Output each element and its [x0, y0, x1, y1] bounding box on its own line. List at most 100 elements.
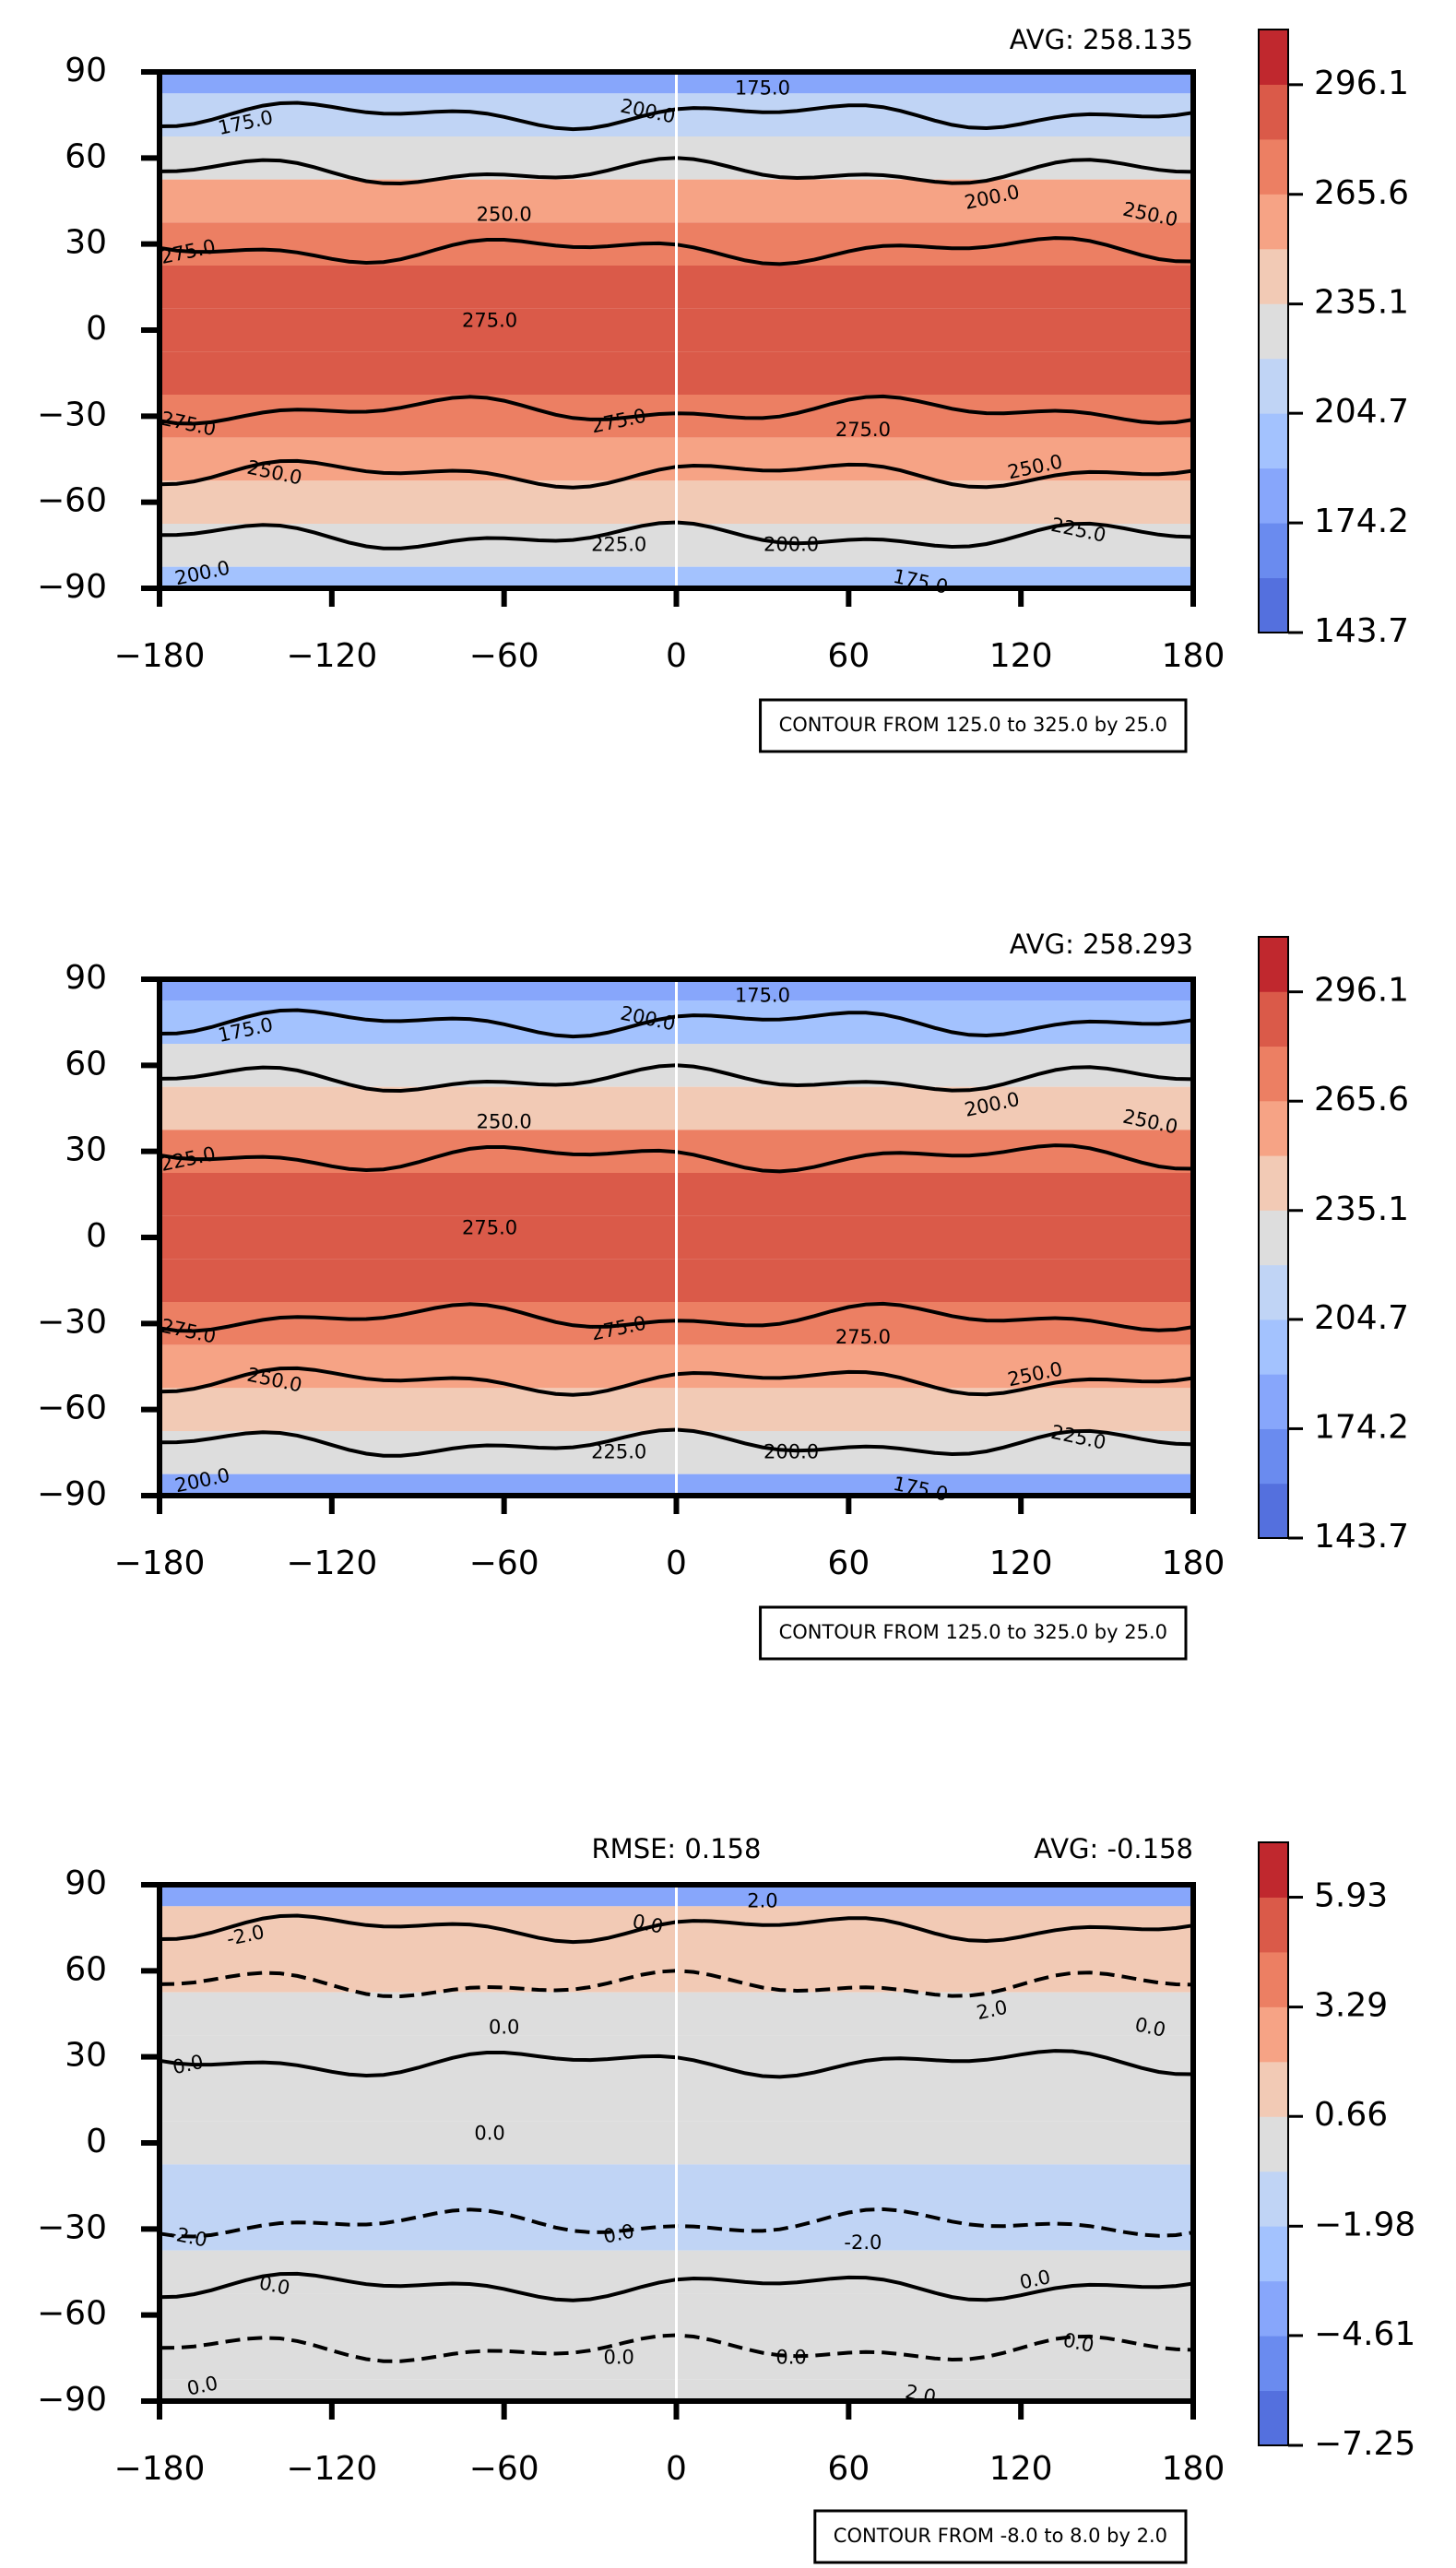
contour-label: 0.0	[489, 2017, 519, 2039]
colorbar-swatch	[1259, 1951, 1288, 2007]
colorbar-swatch	[1259, 84, 1288, 140]
x-tick-label: 120	[989, 2450, 1053, 2488]
avg-label: AVG: 258.135	[1010, 24, 1193, 55]
colorbar-tick-label: 235.1	[1314, 284, 1409, 322]
contour-label: 225.0	[591, 1440, 646, 1462]
colorbar-swatch	[1259, 413, 1288, 469]
contour-note: CONTOUR FROM -8.0 to 8.0 by 2.0	[834, 2525, 1167, 2547]
y-tick-label: 90	[65, 1864, 107, 1902]
colorbar-tick-label: 5.93	[1314, 1877, 1388, 1915]
x-tick-label: 120	[989, 1544, 1053, 1582]
colorbar-swatch	[1259, 2116, 1288, 2172]
x-tick-label: 60	[827, 1544, 870, 1582]
colorbar-swatch	[1259, 1374, 1288, 1429]
colorbar-tick-label: 235.1	[1314, 1190, 1409, 1228]
colorbar-tick-label: −7.25	[1314, 2425, 1415, 2463]
colorbar-swatch	[1259, 1155, 1288, 1211]
x-tick-label: 0	[666, 637, 687, 675]
colorbar-swatch	[1259, 467, 1288, 524]
x-tick-label: 0	[666, 1544, 687, 1582]
colorbar-tick-label: 204.7	[1314, 1299, 1409, 1337]
colorbar-swatch	[1259, 1264, 1288, 1320]
colorbar-swatch	[1259, 138, 1288, 195]
colorbar-tick-label: 143.7	[1314, 1518, 1409, 1556]
colorbar-swatch	[1259, 1842, 1288, 1898]
contour-label: 175.0	[735, 985, 790, 1007]
colorbar-tick-label: 296.1	[1314, 65, 1409, 102]
colorbar-tick-label: 296.1	[1314, 972, 1409, 1010]
y-tick-label: −90	[37, 1475, 107, 1513]
y-tick-label: −90	[37, 568, 107, 606]
y-tick-label: 60	[65, 137, 107, 175]
y-tick-label: 60	[65, 1950, 107, 1988]
contour-note: CONTOUR FROM 125.0 to 325.0 by 25.0	[779, 1621, 1167, 1643]
contour-label: 0.0	[474, 2123, 504, 2145]
colorbar-tick-label: 265.6	[1314, 1081, 1409, 1118]
colorbar-tick-label: −1.98	[1314, 2206, 1415, 2243]
colorbar-tick-label: 3.29	[1314, 1987, 1388, 2025]
y-tick-label: 0	[86, 1217, 107, 1255]
colorbar-swatch	[1259, 1483, 1288, 1539]
note-box	[759, 698, 1188, 753]
contour-label: 225.0	[591, 533, 646, 555]
colorbar-swatch	[1259, 1897, 1288, 1953]
colorbar-swatch	[1259, 577, 1288, 633]
contour-label: -2.0	[844, 2231, 882, 2254]
colorbar-swatch	[1259, 1046, 1288, 1102]
avg-label: AVG: -0.158	[1034, 1833, 1193, 1864]
colorbar-tick-label: 174.2	[1314, 503, 1409, 540]
colorbar-tick-label: 204.7	[1314, 393, 1409, 431]
contour-label: 275.0	[835, 1326, 891, 1348]
colorbar-tick-label: 0.66	[1314, 2096, 1388, 2134]
x-tick-label: 180	[1162, 1544, 1225, 1582]
x-tick-label: 180	[1162, 637, 1225, 675]
colorbar-frame	[1258, 29, 1289, 633]
colorbar-swatch	[1259, 2336, 1288, 2392]
avg-label: AVG: 258.293	[1010, 929, 1193, 960]
x-tick-label: −120	[286, 1544, 377, 1582]
contour-label: 0.0	[604, 2346, 634, 2368]
y-tick-label: 90	[65, 959, 107, 997]
y-tick-label: 30	[65, 224, 107, 262]
colorbar-swatch	[1259, 1210, 1288, 1266]
colorbar-swatch	[1259, 1428, 1288, 1485]
x-tick-label: −180	[114, 2450, 206, 2488]
colorbar-swatch	[1259, 248, 1288, 304]
x-tick-label: −180	[114, 1544, 206, 1582]
colorbar-frame	[1258, 1841, 1289, 2446]
y-tick-label: −30	[37, 1303, 107, 1341]
contour-label: 2.0	[747, 1890, 777, 1912]
y-tick-label: 60	[65, 1045, 107, 1083]
colorbar-tick-label: 174.2	[1314, 1408, 1409, 1446]
colorbar-swatch	[1259, 2061, 1288, 2117]
contour-label: 250.0	[477, 204, 532, 226]
x-tick-label: −60	[469, 2450, 539, 2488]
colorbar-swatch	[1259, 2171, 1288, 2227]
note-box	[759, 1605, 1188, 1661]
contour-label: 275.0	[835, 419, 891, 441]
x-tick-label: −60	[469, 637, 539, 675]
note-box	[813, 2509, 1188, 2564]
x-tick-label: −180	[114, 637, 206, 675]
colorbar-swatch	[1259, 358, 1288, 414]
contour-label: 275.0	[462, 310, 517, 332]
y-tick-label: −30	[37, 396, 107, 433]
rmse-label: RMSE: 0.158	[592, 1833, 762, 1864]
y-tick-label: 0	[86, 310, 107, 348]
colorbar-swatch	[1259, 523, 1288, 579]
contour-label: 175.0	[735, 77, 790, 100]
y-tick-label: 90	[65, 52, 107, 89]
contour-label: 0.0	[775, 2346, 806, 2368]
colorbar-tick-label: −4.61	[1314, 2315, 1415, 2353]
y-tick-label: 0	[86, 2123, 107, 2160]
contour-label: 200.0	[764, 533, 819, 555]
y-tick-label: −60	[37, 2295, 107, 2333]
contour-label: 200.0	[764, 1440, 819, 1462]
x-tick-label: 60	[827, 637, 870, 675]
x-tick-label: −60	[469, 1544, 539, 1582]
colorbar-swatch	[1259, 30, 1288, 85]
y-tick-label: −60	[37, 482, 107, 520]
